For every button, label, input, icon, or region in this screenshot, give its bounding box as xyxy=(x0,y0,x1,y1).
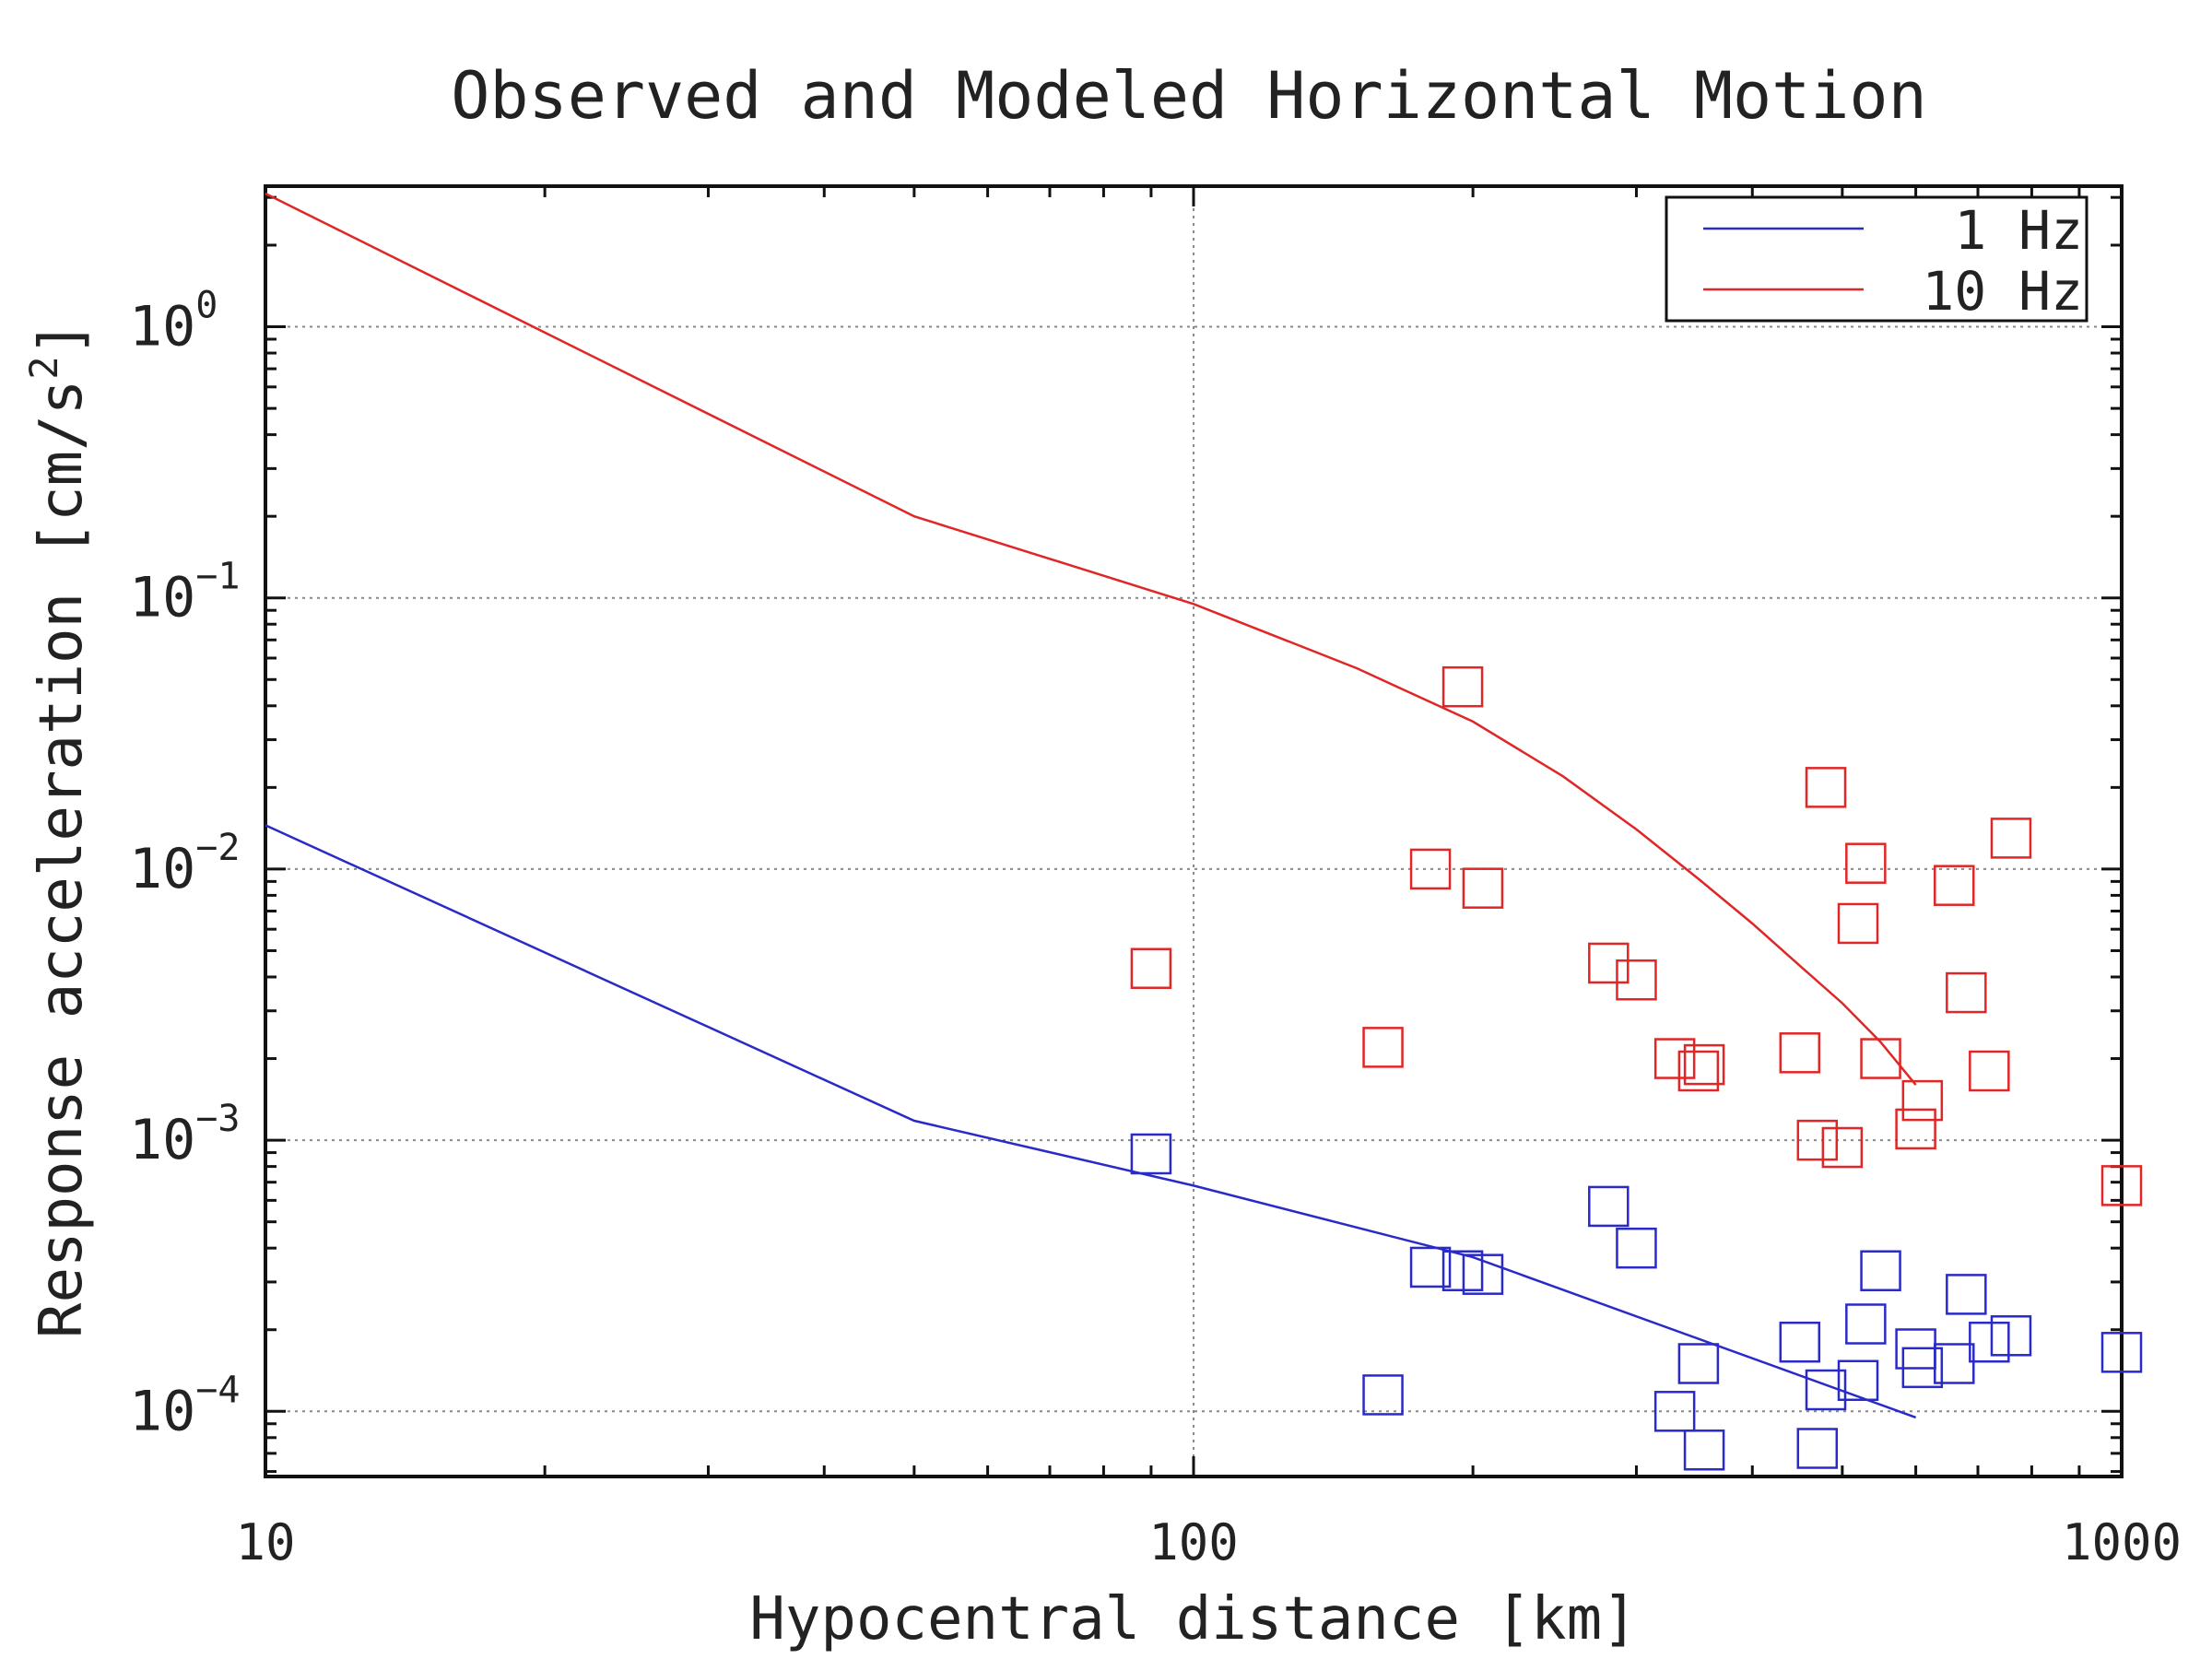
data-point-1-20 xyxy=(1946,971,1987,1014)
series-line-1 xyxy=(265,192,1917,1086)
y-tick-label-0: 100 xyxy=(129,285,218,359)
data-point-1-0 xyxy=(1130,947,1172,989)
data-point-0-1 xyxy=(1362,1374,1404,1416)
minor-ticks xyxy=(264,186,2122,1477)
data-point-0-9 xyxy=(1683,1430,1725,1471)
data-point-0-5 xyxy=(1588,1185,1630,1228)
legend-label-1hz: 1 Hz xyxy=(1954,199,2083,262)
data-point-0-20 xyxy=(1969,1321,2010,1363)
data-point-0-2 xyxy=(1409,1246,1452,1288)
y-axis-label: Response acceleration [cm/s2] xyxy=(21,321,96,1338)
x-tick-label-2: 1000 xyxy=(2062,1513,2182,1571)
x-tick-label-1: 100 xyxy=(1148,1513,1239,1571)
series-line-0 xyxy=(265,824,1917,1419)
data-point-1-23 xyxy=(2100,1165,2143,1206)
legend-label-10hz: 10 Hz xyxy=(1922,260,2083,323)
data-point-0-0 xyxy=(1130,1133,1172,1175)
data-point-1-1 xyxy=(1362,1027,1404,1068)
data-point-1-9 xyxy=(1683,1043,1725,1086)
data-point-1-3 xyxy=(1441,665,1484,708)
grid xyxy=(265,186,2122,1477)
data-point-0-4 xyxy=(1462,1253,1504,1295)
y-tick-label-4: 10−4 xyxy=(129,1369,240,1443)
data-point-1-19 xyxy=(1934,865,1975,906)
y-axis-label-suffix: ] xyxy=(28,321,96,357)
y-tick-label-2: 10−2 xyxy=(129,827,240,901)
data-point-0-22 xyxy=(2100,1332,2143,1373)
data-point-1-8 xyxy=(1677,1050,1720,1092)
legend: 1 Hz 10 Hz xyxy=(1665,195,2088,323)
data-point-1-15 xyxy=(1845,842,1887,884)
x-axis-label: Hypocentral distance [km] xyxy=(749,1585,1637,1653)
data-point-1-7 xyxy=(1653,1038,1696,1079)
data-point-0-18 xyxy=(1934,1343,1975,1384)
data-point-0-15 xyxy=(1860,1250,1901,1292)
data-point-1-18 xyxy=(1901,1079,1944,1122)
data-point-1-21 xyxy=(1969,1050,2010,1092)
x-tick-label-0: 10 xyxy=(235,1513,295,1571)
data-point-1-17 xyxy=(1895,1108,1936,1150)
y-axis-label-main: Response acceleration [cm/s xyxy=(28,380,96,1338)
x-tick-labels: 10 100 1000 xyxy=(235,1513,2182,1571)
data-point-1-22 xyxy=(1990,818,2032,859)
data-point-0-6 xyxy=(1616,1227,1657,1269)
data-point-1-11 xyxy=(1796,1119,1839,1161)
data-point-1-13 xyxy=(1821,1126,1864,1169)
y-axis-label-superscript: 2 xyxy=(21,356,66,379)
chart-title: Observed and Modeled Horizontal Motion xyxy=(451,58,1926,134)
data-point-0-19 xyxy=(1946,1274,1987,1315)
data-point-1-4 xyxy=(1462,867,1504,909)
data-point-1-10 xyxy=(1779,1032,1821,1074)
data-point-1-5 xyxy=(1588,942,1630,984)
data-point-0-21 xyxy=(1990,1315,2032,1357)
y-tick-label-1: 10−1 xyxy=(129,556,240,630)
data-point-0-17 xyxy=(1901,1347,1944,1389)
data-point-0-7 xyxy=(1653,1391,1696,1432)
data-point-0-10 xyxy=(1779,1321,1821,1363)
data-point-0-8 xyxy=(1677,1343,1720,1384)
data-point-1-16 xyxy=(1860,1038,1901,1079)
legend-box xyxy=(1665,195,2088,323)
data-point-1-6 xyxy=(1616,959,1657,1001)
data-point-0-11 xyxy=(1796,1428,1839,1469)
data-point-1-2 xyxy=(1409,848,1452,890)
data-point-0-13 xyxy=(1837,1359,1879,1402)
series-lines xyxy=(265,192,1917,1419)
y-tick-label-3: 10−3 xyxy=(129,1098,240,1172)
data-point-1-12 xyxy=(1805,767,1847,808)
data-point-0-14 xyxy=(1845,1303,1887,1345)
series-points xyxy=(1130,665,2143,1471)
data-point-0-12 xyxy=(1805,1369,1847,1411)
y-tick-labels: 100 10−1 10−2 10−3 10−4 xyxy=(129,285,240,1444)
data-point-1-14 xyxy=(1837,902,1879,945)
